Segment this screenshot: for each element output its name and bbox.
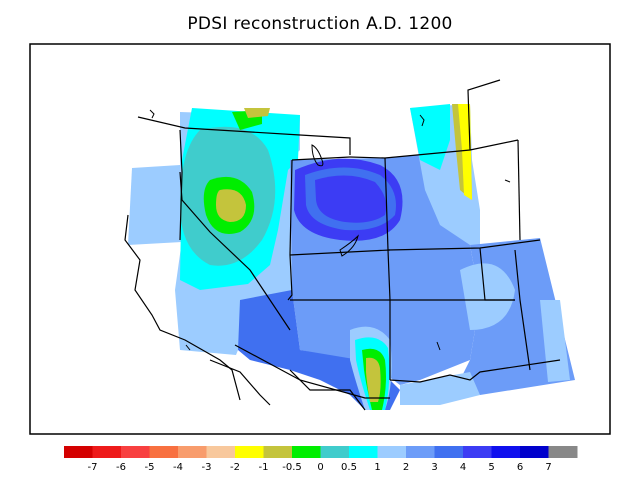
colorbar-swatch xyxy=(235,446,264,458)
colorbar-swatch xyxy=(548,446,578,458)
colorbar-tick-label: 0.5 xyxy=(341,462,357,473)
colorbar-tick-label: 4 xyxy=(460,462,466,473)
colorbar-swatch xyxy=(292,446,321,458)
colorbar-swatch xyxy=(149,446,179,458)
colorbar-swatch xyxy=(64,446,93,458)
colorbar-tick-label: 1 xyxy=(374,462,380,473)
colorbar-tick-label: -1 xyxy=(259,462,269,473)
colorbar-tick-label: -6 xyxy=(116,462,126,473)
colorbar-swatch xyxy=(121,446,150,458)
colorbar-tick-label: -4 xyxy=(173,462,183,473)
colorbar-tick-label: 6 xyxy=(517,462,523,473)
colorbar-tick-label: -2 xyxy=(230,462,240,473)
colorbar-tick-label: 7 xyxy=(545,462,551,473)
colorbar-tick-label: 0 xyxy=(317,462,323,473)
colorbar-tick-label: -3 xyxy=(202,462,212,473)
colorbar-swatch xyxy=(406,446,435,458)
colorbar-tick-label: -0.5 xyxy=(282,462,302,473)
colorbar-swatch xyxy=(349,446,378,458)
colorbar-swatch xyxy=(520,446,549,458)
colorbar-tick-label: -5 xyxy=(145,462,155,473)
colorbar-swatch xyxy=(434,446,464,458)
colorbar-tick-label: 5 xyxy=(488,462,494,473)
colorbar-swatch xyxy=(206,446,236,458)
colorbar-tick-label: -7 xyxy=(88,462,98,473)
lakes xyxy=(149,109,511,351)
colorbar-swatch xyxy=(92,446,122,458)
colorbar-swatch xyxy=(463,446,492,458)
colorbar-swatch xyxy=(178,446,207,458)
colorbar-tick-label: 3 xyxy=(431,462,437,473)
state-boundaries xyxy=(124,79,561,411)
colorbar-swatch xyxy=(263,446,293,458)
map-title: PDSI reconstruction A.D. 1200 xyxy=(187,14,453,34)
pdsi-field xyxy=(128,104,575,410)
colorbar-swatch xyxy=(377,446,407,458)
colorbar-swatch xyxy=(491,446,521,458)
colorbar-swatch xyxy=(320,446,350,458)
colorbar-tick-label: 2 xyxy=(403,462,409,473)
